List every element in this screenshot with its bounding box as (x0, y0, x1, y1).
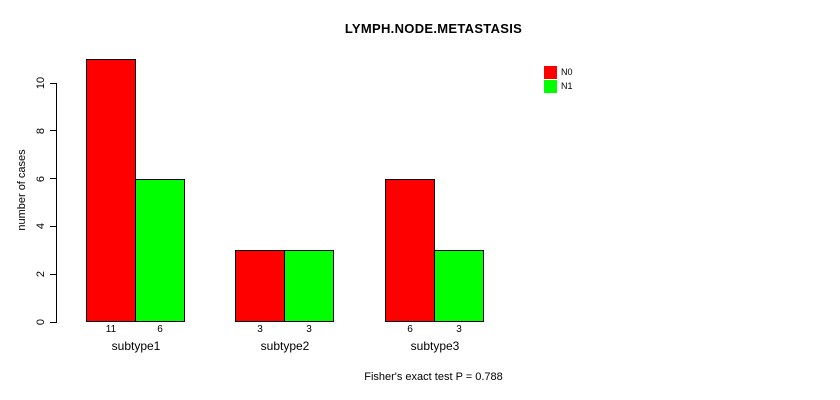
bar-value-label: 11 (105, 324, 117, 335)
legend-swatch-N0 (544, 65, 557, 79)
y-axis-title: number of cases (16, 149, 28, 231)
y-tick-label: 2 (35, 271, 47, 278)
x-category-label-subtype2: subtype2 (260, 339, 310, 353)
y-tick (50, 130, 57, 132)
bar-N0-subtype2 (235, 250, 285, 322)
y-tick-label: 10 (35, 76, 47, 90)
bar-value-label: 6 (157, 324, 163, 335)
bar-value-label: 6 (407, 324, 413, 335)
y-tick (50, 273, 57, 275)
bar-value-label: 3 (257, 324, 263, 335)
y-tick (50, 321, 57, 323)
legend-swatch-N1 (544, 79, 557, 93)
bar-N1-subtype2 (284, 250, 334, 322)
x-category-label-subtype3: subtype3 (410, 339, 460, 353)
y-tick (50, 178, 57, 180)
y-tick-label: 6 (35, 175, 47, 182)
legend: N0 N1 (544, 65, 573, 93)
chart-title: LYMPH.NODE.METASTASIS (344, 21, 523, 36)
bar-value-label: 3 (306, 324, 312, 335)
annotation-text: Fisher's exact test P = 0.788 (364, 371, 503, 383)
legend-item-N0: N0 (544, 65, 573, 79)
x-category-label-subtype1: subtype1 (111, 339, 161, 353)
legend-label-N1: N1 (561, 80, 573, 91)
y-tick-label: 4 (35, 223, 47, 230)
y-tick (50, 225, 57, 227)
y-axis-line (56, 83, 57, 323)
y-tick-label: 0 (35, 318, 47, 326)
y-tick-label: 8 (35, 127, 47, 134)
legend-label-N0: N0 (561, 66, 573, 77)
y-tick (50, 82, 57, 84)
bar-N0-subtype1 (86, 59, 136, 322)
bar-N1-subtype1 (135, 179, 185, 322)
bar-value-label: 3 (456, 324, 462, 335)
bar-N1-subtype3 (434, 250, 484, 322)
legend-item-N1: N1 (544, 79, 573, 93)
bar-N0-subtype3 (385, 179, 435, 322)
